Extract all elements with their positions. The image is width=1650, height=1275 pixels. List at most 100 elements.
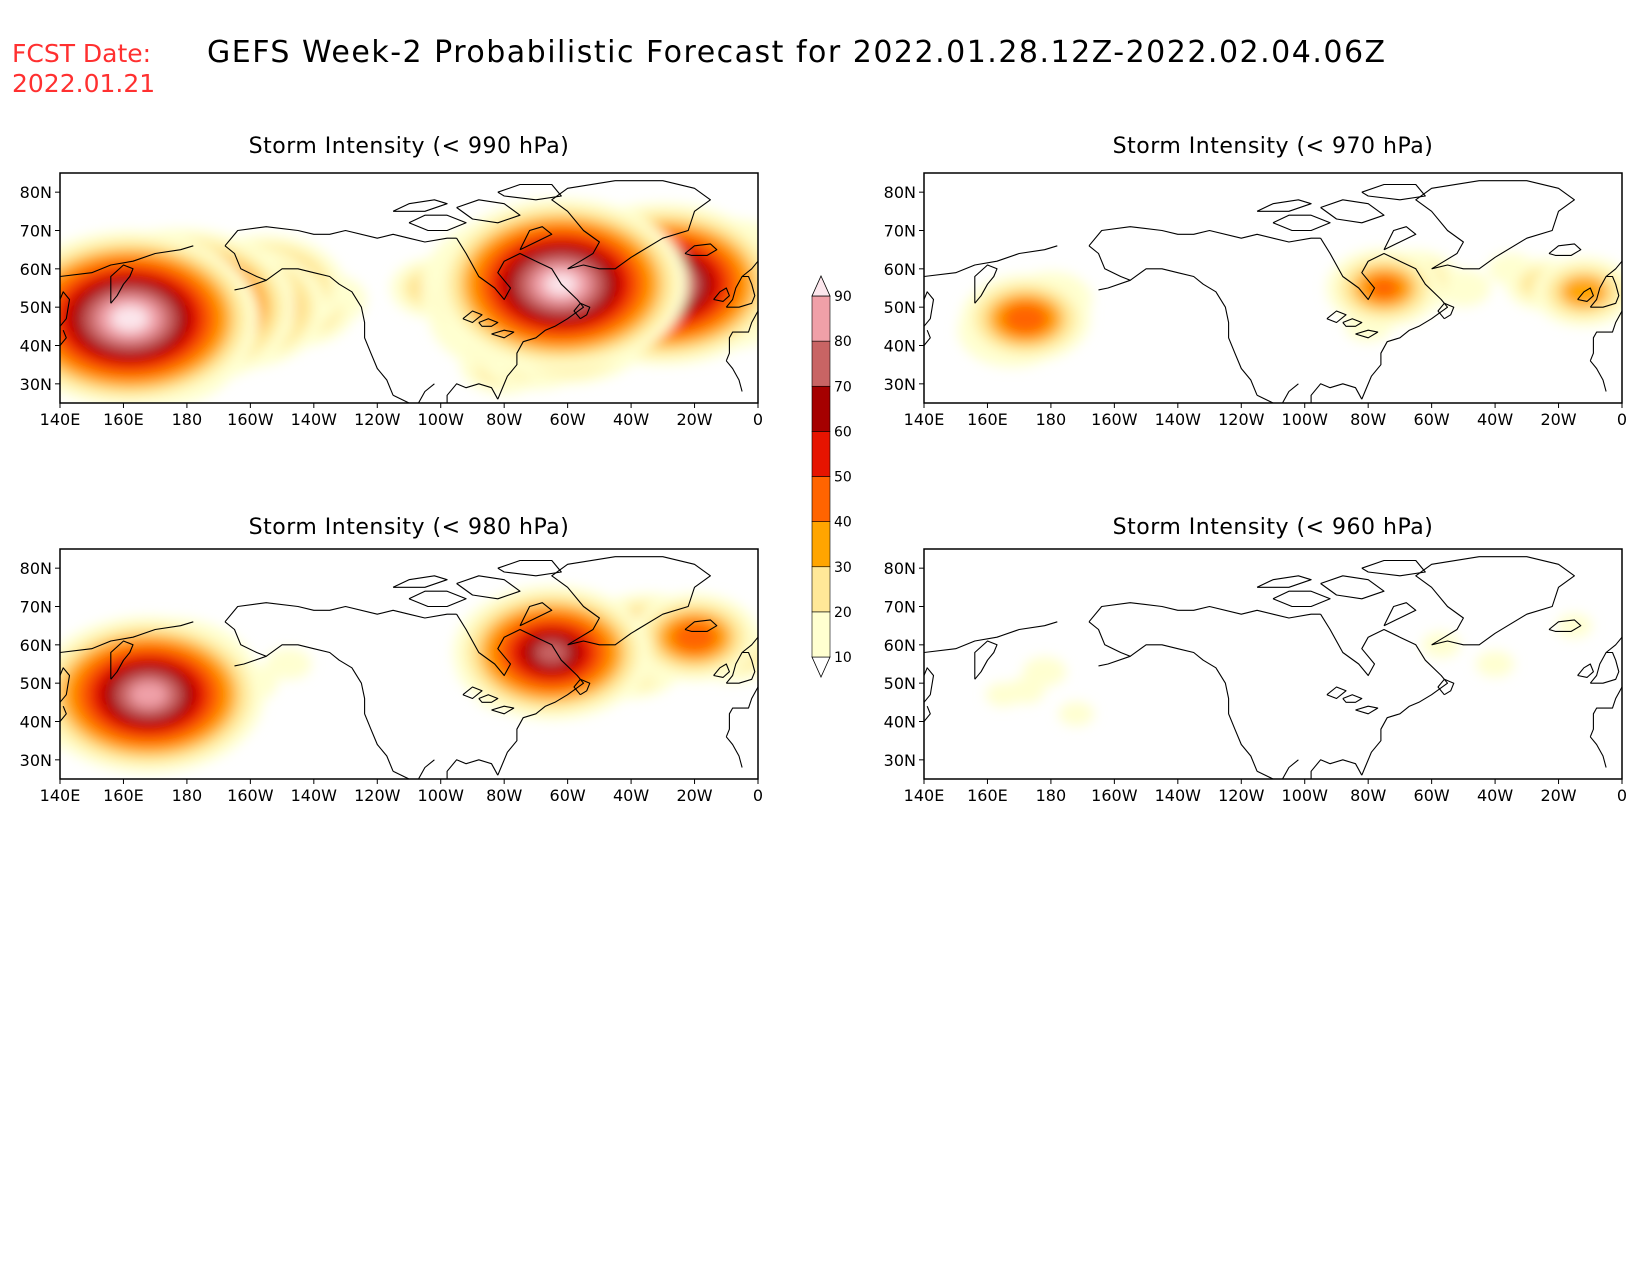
- lon-label: 120W: [354, 410, 401, 429]
- coastline: [1577, 287, 1594, 302]
- coastline: [713, 287, 730, 302]
- prob-blob: [1421, 631, 1461, 658]
- coastline: [1320, 613, 1401, 677]
- coastline: [1088, 245, 1131, 291]
- coastline: [1256, 575, 1312, 588]
- lon-label: 180: [172, 410, 203, 429]
- colorbar-segment: [811, 521, 831, 568]
- coastline: [456, 199, 521, 224]
- colorbar-segment: [811, 295, 831, 342]
- coastline: [573, 302, 591, 320]
- coastline: [1272, 613, 1321, 619]
- lon-label: 160W: [227, 410, 274, 429]
- lon-label: 0: [753, 786, 763, 805]
- coastline: [497, 636, 585, 776]
- coastline: [1256, 770, 1274, 779]
- lon-label: 180: [1036, 786, 1067, 805]
- coastline: [1589, 651, 1620, 684]
- colorbar-label: 70: [834, 379, 852, 395]
- colorbar-label: 40: [834, 515, 852, 531]
- lat-label: 70N: [20, 598, 52, 617]
- coastline: [1361, 183, 1426, 201]
- lon-label: 140W: [1155, 410, 1202, 429]
- coastline: [408, 214, 467, 232]
- map-frame: [59, 172, 759, 404]
- coastline: [1326, 310, 1347, 324]
- coastline: [1272, 237, 1321, 243]
- coastline: [392, 770, 410, 779]
- coastline: [1129, 268, 1258, 396]
- coastline: [497, 559, 562, 577]
- colorbar-segment: [811, 385, 831, 432]
- lon-label: 80W: [486, 410, 522, 429]
- coastline: [1282, 383, 1299, 403]
- coastline: [741, 636, 758, 653]
- prob-blob: [1058, 701, 1095, 726]
- coastline: [265, 644, 394, 772]
- coastline: [725, 275, 756, 308]
- lat-label: 70N: [884, 222, 916, 241]
- colorbar-label: 10: [834, 650, 852, 666]
- colorbar-end-low: [811, 656, 831, 678]
- coastline: [224, 245, 267, 291]
- coastline: [265, 268, 394, 396]
- lon-label: 140W: [291, 410, 338, 429]
- fcst-date-label: FCST Date:: [12, 39, 151, 68]
- lat-label: 70N: [20, 222, 52, 241]
- coastline: [418, 759, 435, 779]
- lon-label: 140E: [40, 786, 81, 805]
- lon-label: 60W: [550, 786, 586, 805]
- coastline: [60, 329, 67, 346]
- coastline: [974, 640, 998, 680]
- lat-label: 40N: [20, 713, 52, 732]
- lat-label: 60N: [20, 260, 52, 279]
- coastline: [1326, 686, 1347, 700]
- coastline: [456, 575, 521, 600]
- coastline: [1256, 199, 1312, 212]
- colorbar-label: 20: [834, 605, 852, 621]
- colorbar-label: 30: [834, 560, 852, 576]
- coastline: [497, 183, 562, 201]
- coastline: [446, 383, 499, 403]
- lon-label: 100W: [1282, 786, 1329, 805]
- coastline: [1342, 318, 1363, 327]
- coastline: [573, 678, 591, 696]
- coastline: [1310, 759, 1363, 779]
- coastline: [725, 686, 758, 738]
- lon-label: 20W: [1540, 410, 1576, 429]
- coastline: [741, 260, 758, 277]
- coastline: [1605, 260, 1622, 277]
- lon-label: 60W: [1414, 410, 1450, 429]
- coastline: [408, 237, 457, 243]
- coastline: [1256, 394, 1274, 403]
- coastline: [1272, 214, 1331, 232]
- coastline: [551, 556, 711, 646]
- lon-label: 160W: [1091, 410, 1138, 429]
- coastline: [519, 602, 553, 627]
- coastline: [408, 613, 457, 619]
- lon-label: 160W: [227, 786, 274, 805]
- coastline: [1589, 736, 1607, 768]
- coastline: [1088, 602, 1274, 623]
- coastline: [1320, 237, 1401, 301]
- coastline: [60, 621, 194, 654]
- lat-label: 30N: [884, 375, 916, 394]
- coastline: [456, 613, 537, 677]
- panel-title-970: Storm Intensity (< 970 hPa): [1113, 134, 1434, 159]
- lat-label: 50N: [20, 298, 52, 317]
- lat-label: 30N: [884, 751, 916, 770]
- lat-label: 60N: [884, 260, 916, 279]
- lat-label: 80N: [884, 559, 916, 578]
- coastlines: [60, 180, 758, 403]
- lat-label: 70N: [884, 598, 916, 617]
- coastline: [408, 590, 467, 608]
- coastline: [60, 291, 71, 327]
- coastline: [924, 621, 1058, 654]
- coastline: [924, 291, 935, 327]
- coastline: [478, 694, 499, 703]
- map-panel-990: 80N 70N 60N 50N 40N 30N 140E 160E 180 160W 140W 120…: [20, 172, 763, 429]
- coastline: [1272, 590, 1331, 608]
- lon-label: 20W: [676, 410, 712, 429]
- lon-label: 160E: [103, 410, 144, 429]
- coastline: [1605, 636, 1622, 653]
